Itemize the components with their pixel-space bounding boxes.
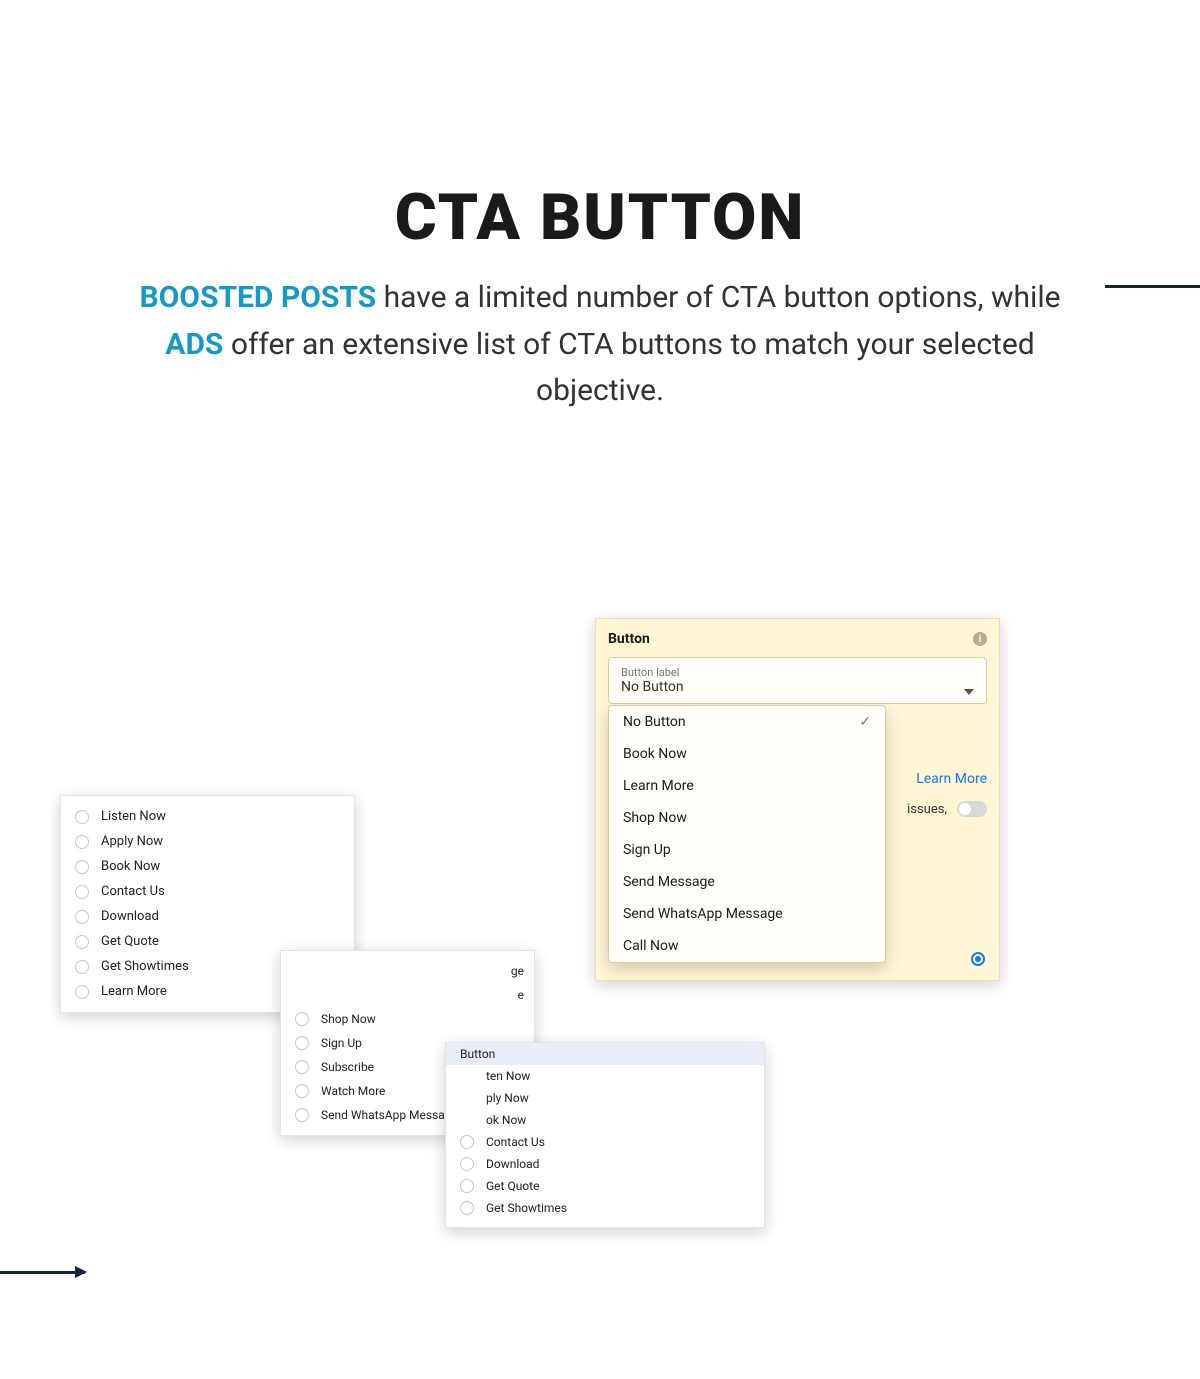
radio-icon bbox=[75, 835, 89, 849]
radio-icon bbox=[295, 1060, 309, 1074]
radio-icon bbox=[295, 1036, 309, 1050]
dropdown-item-label: Send Message bbox=[623, 874, 715, 890]
issues-label: issues, bbox=[907, 802, 947, 817]
radio-icon bbox=[460, 1157, 474, 1171]
info-icon[interactable]: i bbox=[973, 632, 987, 646]
dropdown-item[interactable]: Send Message bbox=[609, 866, 885, 898]
cta-option-label: Download bbox=[101, 909, 159, 924]
cta-option-label: Contact Us bbox=[486, 1135, 545, 1149]
cta-option-label: ten Now bbox=[486, 1069, 530, 1083]
radio-icon bbox=[460, 1179, 474, 1193]
select-label: Button label bbox=[621, 666, 684, 679]
select-value: No Button bbox=[621, 679, 684, 695]
dropdown-item[interactable]: Send WhatsApp Message bbox=[609, 898, 885, 930]
radio-icon bbox=[75, 860, 89, 874]
selected-radio-indicator[interactable] bbox=[971, 952, 985, 966]
ads-side-column: Learn More issues, bbox=[907, 771, 987, 817]
radio-icon bbox=[295, 1084, 309, 1098]
highlight-boosted: BOOSTED POSTS bbox=[139, 280, 376, 315]
dropdown-item[interactable]: No Button ✓ bbox=[609, 706, 885, 738]
panel3-header: Button bbox=[446, 1043, 764, 1065]
cta-option[interactable]: Get Quote bbox=[446, 1175, 764, 1197]
cta-option-label: Get Quote bbox=[101, 934, 159, 949]
cta-option-label: ok Now bbox=[486, 1113, 526, 1127]
cta-option[interactable]: ge bbox=[281, 959, 534, 983]
cta-option[interactable]: Contact Us bbox=[61, 879, 354, 904]
cta-option-label: Learn More bbox=[101, 984, 167, 999]
cta-option-label: Apply Now bbox=[101, 834, 163, 849]
dropdown-item[interactable]: Sign Up bbox=[609, 834, 885, 866]
chevron-down-icon bbox=[964, 689, 974, 695]
cta-option-label: ge bbox=[511, 964, 524, 978]
dropdown-item-label: Shop Now bbox=[623, 810, 687, 826]
dropdown-item[interactable]: Book Now bbox=[609, 738, 885, 770]
radio-icon bbox=[460, 1201, 474, 1215]
dropdown-item[interactable]: Shop Now bbox=[609, 802, 885, 834]
cta-option[interactable]: ply Now bbox=[446, 1087, 764, 1109]
cta-option-label: Get Showtimes bbox=[101, 959, 189, 974]
dropdown-item-label: Learn More bbox=[623, 778, 694, 794]
dropdown-item[interactable]: Learn More bbox=[609, 770, 885, 802]
radio-icon bbox=[75, 985, 89, 999]
cta-option-label: Contact Us bbox=[101, 884, 165, 899]
learn-more-link[interactable]: Learn More bbox=[916, 771, 987, 787]
cta-option-label: Download bbox=[486, 1157, 539, 1171]
cta-option-label: Send WhatsApp Message bbox=[321, 1108, 458, 1122]
cta-option-label: Sign Up bbox=[321, 1036, 362, 1050]
cta-option-label: e bbox=[518, 988, 524, 1002]
button-label-select[interactable]: Button label No Button bbox=[608, 657, 987, 704]
radio-icon bbox=[75, 910, 89, 924]
radio-icon bbox=[75, 960, 89, 974]
cta-option[interactable]: ten Now bbox=[446, 1065, 764, 1087]
radio-icon bbox=[295, 1012, 309, 1026]
cta-option[interactable]: Get Showtimes bbox=[446, 1197, 764, 1219]
radio-icon bbox=[75, 935, 89, 949]
decorative-line-top bbox=[1105, 285, 1200, 288]
dropdown-item[interactable]: Call Now bbox=[609, 930, 885, 962]
dropdown-item-label: Sign Up bbox=[623, 842, 671, 858]
cta-option[interactable]: Shop Now bbox=[281, 1007, 534, 1031]
decorative-arrow-bottom bbox=[0, 1271, 85, 1274]
cta-option[interactable]: ok Now bbox=[446, 1109, 764, 1131]
cta-option[interactable]: e bbox=[281, 983, 534, 1007]
radio-icon bbox=[75, 810, 89, 824]
page-title: CTA BUTTON bbox=[0, 180, 1200, 255]
cta-option[interactable]: Listen Now bbox=[61, 804, 354, 829]
radio-icon bbox=[460, 1135, 474, 1149]
cta-option-label: Listen Now bbox=[101, 809, 166, 824]
cta-option-label: Book Now bbox=[101, 859, 160, 874]
cta-option[interactable]: Contact Us bbox=[446, 1131, 764, 1153]
dropdown-item-label: No Button bbox=[623, 714, 686, 730]
issues-toggle[interactable] bbox=[957, 801, 987, 817]
cta-option-label: Subscribe bbox=[321, 1060, 374, 1074]
ads-card-header: Button i bbox=[608, 631, 987, 647]
cta-options-panel-3: Button ten Now ply Now ok Now Contact Us Down… bbox=[445, 1042, 765, 1228]
dropdown-item-label: Send WhatsApp Message bbox=[623, 906, 783, 922]
cta-option-label: Get Showtimes bbox=[486, 1201, 567, 1215]
button-label-dropdown: No Button ✓ Book Now Learn More Shop Now Sign… bbox=[608, 705, 886, 963]
dropdown-item-label: Book Now bbox=[623, 746, 687, 762]
radio-icon bbox=[295, 1108, 309, 1122]
ads-button-card: Button i Button label No Button No Butto… bbox=[595, 618, 1000, 981]
highlight-ads: ADS bbox=[165, 327, 223, 362]
cta-option-label: Shop Now bbox=[321, 1012, 376, 1026]
page-subtitle: BOOSTED POSTS have a limited number of C… bbox=[130, 275, 1070, 415]
cta-option-label: ply Now bbox=[486, 1091, 529, 1105]
radio-icon bbox=[75, 885, 89, 899]
ads-card-title: Button bbox=[608, 631, 650, 647]
cta-option[interactable]: Book Now bbox=[61, 854, 354, 879]
cta-option[interactable]: Download bbox=[61, 904, 354, 929]
cta-option[interactable]: Apply Now bbox=[61, 829, 354, 854]
check-icon: ✓ bbox=[859, 714, 871, 730]
dropdown-item-label: Call Now bbox=[623, 938, 679, 954]
cta-option-label: Get Quote bbox=[486, 1179, 539, 1193]
cta-option[interactable]: Download bbox=[446, 1153, 764, 1175]
cta-option-label: Watch More bbox=[321, 1084, 385, 1098]
